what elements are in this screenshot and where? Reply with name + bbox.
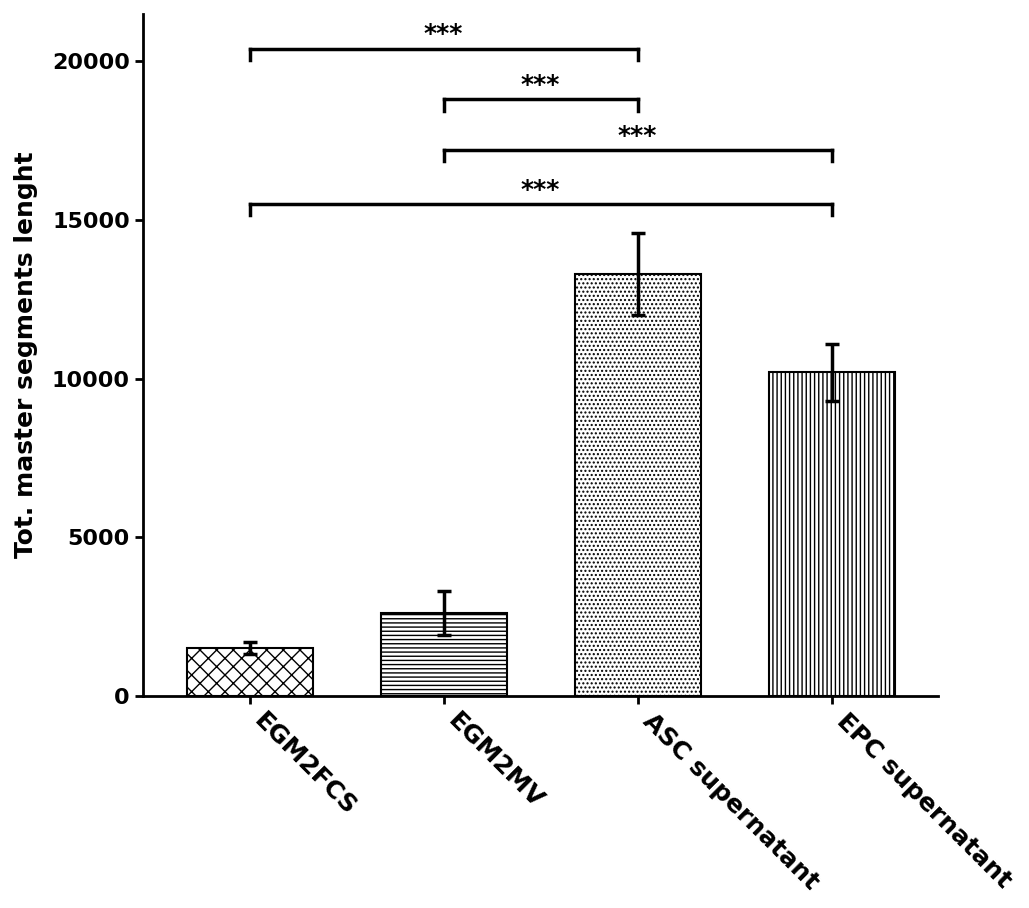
- Text: ***: ***: [617, 123, 658, 148]
- Text: ***: ***: [521, 178, 561, 202]
- Bar: [769, 372, 894, 696]
- Text: ***: ***: [521, 73, 561, 97]
- Y-axis label: Tot. master segments lenght: Tot. master segments lenght: [13, 152, 38, 558]
- Text: ***: ***: [424, 22, 463, 46]
- Bar: [574, 274, 701, 696]
- Bar: [186, 648, 313, 696]
- Bar: [381, 613, 506, 696]
